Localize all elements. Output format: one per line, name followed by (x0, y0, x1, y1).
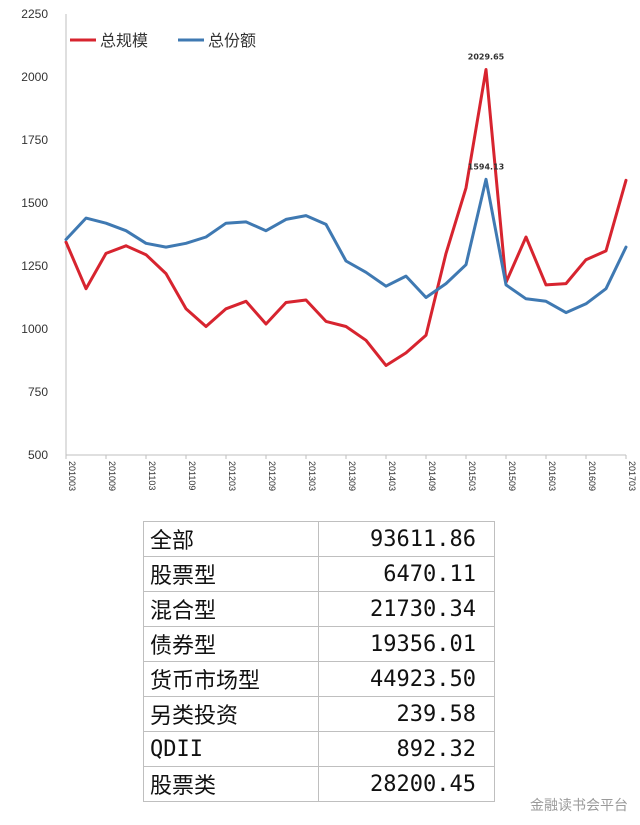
x-tick-label: 201309 (347, 461, 357, 491)
fund-size-table: 全部 93611.86 股票型 6470.11 混合型 21730.34 债券型 19356.… (143, 521, 495, 802)
series-lines (64, 68, 628, 367)
table-row: 全部 93611.86 (143, 521, 495, 557)
row-label: 货币市场型 (143, 661, 319, 697)
row-value: 239.58 (318, 696, 495, 732)
data-label: 2029.65 (468, 53, 505, 62)
table-row: 股票型 6470.11 (143, 556, 495, 592)
y-tick-label: 1250 (21, 259, 48, 273)
x-tick-label: 201703 (627, 461, 637, 491)
x-axis-ticks: 201003 201009 201103 201109 201203 201209 2013… (65, 455, 637, 491)
x-tick-label: 201009 (107, 461, 117, 491)
row-value: 93611.86 (318, 521, 495, 557)
table-row: 股票类 28200.45 (143, 766, 495, 802)
chart-legend: 总规模 总份额 (70, 31, 256, 50)
x-tick-label: 201103 (147, 461, 157, 490)
y-tick-label: 500 (28, 448, 48, 462)
row-value: 28200.45 (318, 766, 495, 802)
x-tick-label: 201409 (427, 461, 437, 491)
legend-label: 总份额 (208, 31, 256, 50)
y-tick-label: 1000 (21, 322, 48, 336)
row-value: 6470.11 (318, 556, 495, 592)
y-tick-label: 2250 (21, 7, 48, 21)
row-value: 21730.34 (318, 591, 495, 627)
row-label: QDII (143, 731, 319, 767)
legend-label: 总规模 (100, 31, 148, 50)
x-tick-label: 201609 (587, 461, 597, 491)
y-axis-ticks: 500 750 1000 1250 1500 1750 2000 2250 (21, 7, 48, 462)
row-value: 19356.01 (318, 626, 495, 662)
y-tick-label: 1500 (21, 196, 48, 210)
row-label: 股票类 (143, 766, 319, 802)
series-line-1 (64, 68, 628, 367)
x-tick-label: 201303 (307, 461, 317, 491)
x-tick-label: 201603 (547, 461, 557, 491)
row-label: 债券型 (143, 626, 319, 662)
y-tick-label: 750 (28, 385, 48, 399)
x-tick-label: 201109 (187, 461, 197, 490)
row-label: 全部 (143, 521, 319, 557)
data-label: 1594.13 (468, 162, 504, 171)
row-label: 股票型 (143, 556, 319, 592)
chart-annotations: 2029.65 1594.13 (468, 53, 505, 172)
x-tick-label: 201503 (467, 461, 477, 491)
chart-axes (65, 14, 626, 456)
watermark-text: 金融读书会平台 (530, 798, 628, 814)
row-value: 44923.50 (318, 661, 495, 697)
series-line-2 (64, 177, 628, 315)
table-row: QDII 892.32 (143, 731, 495, 767)
row-label: 另类投资 (143, 696, 319, 732)
y-tick-label: 1750 (21, 133, 48, 147)
x-tick-label: 201509 (507, 461, 517, 491)
row-label: 混合型 (143, 591, 319, 627)
table-row: 债券型 19356.01 (143, 626, 495, 662)
row-value: 892.32 (318, 731, 495, 767)
table-row: 另类投资 239.58 (143, 696, 495, 732)
y-tick-label: 2000 (21, 70, 48, 84)
table-row: 混合型 21730.34 (143, 591, 495, 627)
x-tick-label: 201003 (67, 461, 77, 491)
table-row: 货币市场型 44923.50 (143, 661, 495, 697)
x-tick-label: 201209 (267, 461, 277, 491)
x-tick-label: 201203 (227, 461, 237, 491)
x-tick-label: 201403 (387, 461, 397, 491)
